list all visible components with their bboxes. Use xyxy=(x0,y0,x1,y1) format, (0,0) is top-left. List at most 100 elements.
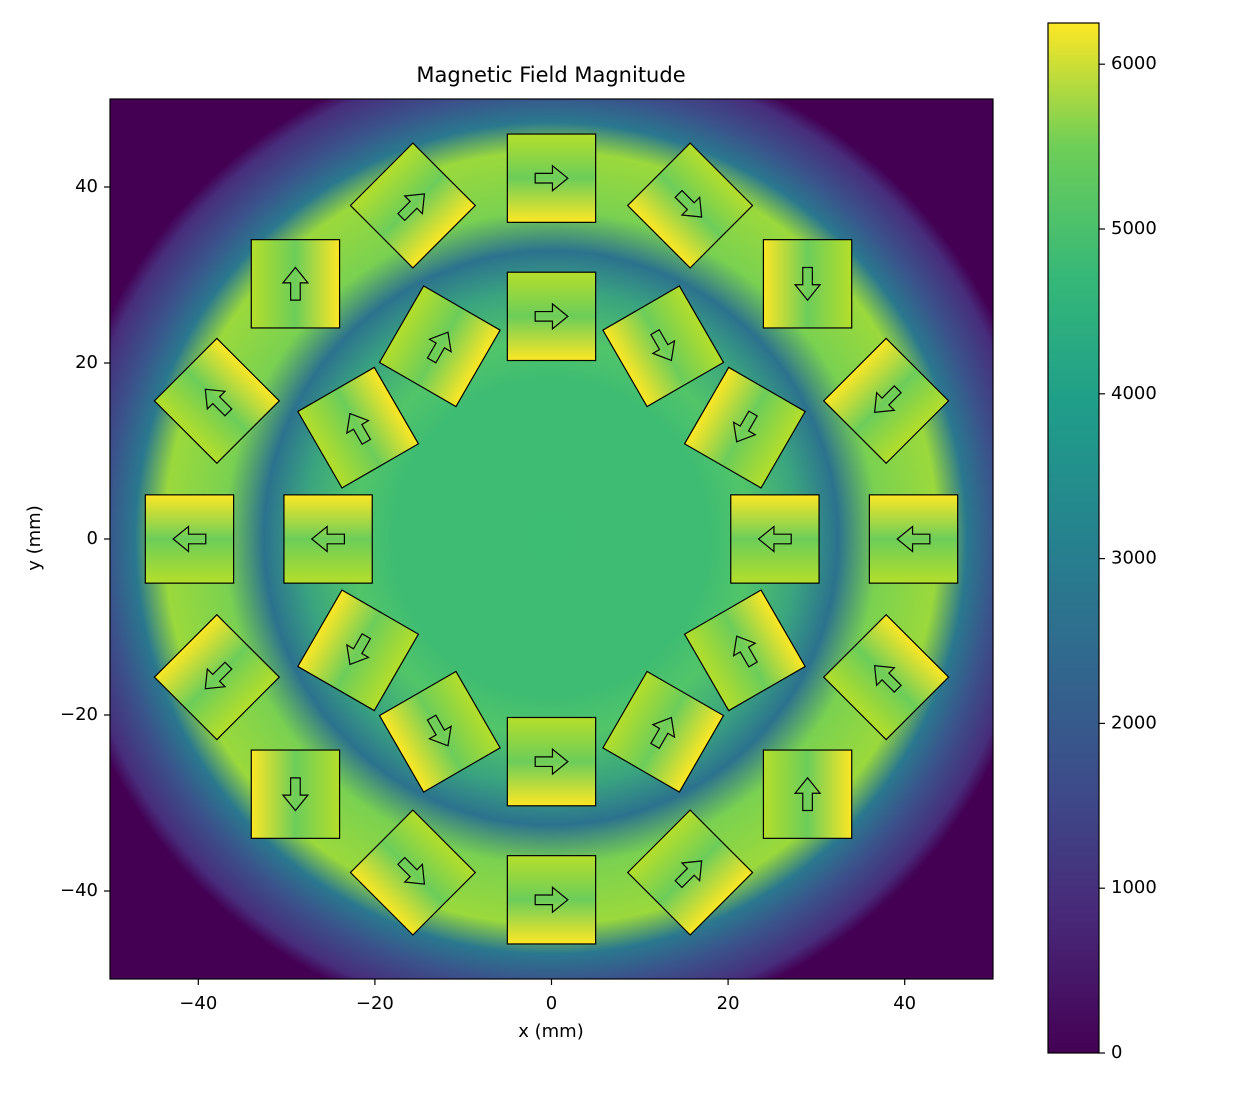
magnet xyxy=(506,855,597,945)
colorbar xyxy=(1047,22,1100,1054)
magnet xyxy=(349,809,477,936)
magnet-body xyxy=(506,133,597,223)
magnetization-arrow xyxy=(426,331,452,364)
x-tick-label: 20 xyxy=(717,993,740,1014)
magnet xyxy=(296,366,420,489)
y-tick-label: −20 xyxy=(60,704,98,725)
magnet xyxy=(762,749,853,839)
magnetization-arrow xyxy=(650,716,676,750)
magnetization-arrow xyxy=(397,856,426,885)
y-tick-label: −40 xyxy=(60,880,98,901)
magnet-body xyxy=(296,589,420,712)
y-axis-label: y (mm) xyxy=(24,505,45,571)
magnet xyxy=(153,337,281,465)
magnet-body xyxy=(822,613,950,741)
magnetization-arrow xyxy=(732,635,759,668)
magnetization-arrow xyxy=(172,525,207,553)
magnet-body xyxy=(250,239,341,329)
magnet-body xyxy=(153,337,281,465)
magnet xyxy=(626,142,754,269)
y-tick-label: 40 xyxy=(75,176,98,197)
magnet xyxy=(730,494,820,584)
magnetization-arrow xyxy=(873,664,902,693)
magnetization-arrow xyxy=(534,747,569,776)
magnet-body xyxy=(349,142,477,269)
x-axis-label: x (mm) xyxy=(518,1021,584,1042)
magnetization-arrow xyxy=(281,266,310,301)
magnet-body xyxy=(626,142,754,269)
magnetization-arrow xyxy=(426,714,452,747)
colorbar-tick-label: 1000 xyxy=(1111,877,1157,898)
magnet xyxy=(144,494,235,584)
x-tick-label: −20 xyxy=(356,993,394,1014)
magnet-body xyxy=(762,239,853,329)
magnet xyxy=(250,749,341,839)
x-tick-label: 0 xyxy=(546,993,557,1014)
magnet xyxy=(822,613,950,741)
magnetization-arrow xyxy=(534,164,569,192)
magnet-body xyxy=(602,285,725,408)
magnetization-arrow xyxy=(281,777,310,812)
magnet xyxy=(683,589,807,712)
magnet-body xyxy=(153,613,281,741)
magnetization-arrow xyxy=(793,266,822,302)
magnet xyxy=(506,716,597,807)
magnet-body xyxy=(730,494,820,584)
magnet xyxy=(283,494,373,584)
colorbar-tick-label: 5000 xyxy=(1111,218,1157,239)
y-tick-label: 20 xyxy=(75,352,98,373)
magnet-body xyxy=(506,855,597,945)
colorbar-tick-label: 0 xyxy=(1111,1042,1122,1063)
colorbar-tick-label: 2000 xyxy=(1111,712,1157,733)
magnetization-arrow xyxy=(346,632,372,666)
magnet xyxy=(378,670,501,793)
x-tick-label: −40 xyxy=(179,993,217,1014)
magnet xyxy=(349,142,477,269)
magnet-body xyxy=(506,271,597,362)
magnet-body xyxy=(683,366,807,489)
magnetization-arrow xyxy=(757,525,792,553)
magnet xyxy=(153,613,281,741)
magnetization-arrow xyxy=(793,776,822,812)
x-tick-label: 40 xyxy=(893,993,916,1014)
magnet xyxy=(602,285,725,408)
magnetization-arrow xyxy=(534,302,569,331)
magnet xyxy=(250,239,341,329)
magnet-body xyxy=(626,809,754,936)
magnet xyxy=(762,239,853,329)
magnet-body xyxy=(283,494,373,584)
magnetization-arrow xyxy=(873,385,902,414)
colorbar-tick-label: 4000 xyxy=(1111,383,1157,404)
magnet xyxy=(626,809,754,936)
magnetization-arrow xyxy=(534,886,569,914)
magnet xyxy=(868,494,959,584)
magnet-body xyxy=(378,285,501,408)
magnetization-arrow xyxy=(397,193,426,222)
colorbar-tick-label: 3000 xyxy=(1111,548,1157,569)
magnet-body xyxy=(683,589,807,712)
magnet xyxy=(378,285,501,408)
colorbar-tick-label: 6000 xyxy=(1111,53,1157,74)
magnets xyxy=(144,133,959,945)
magnetization-arrow xyxy=(674,860,703,889)
magnet xyxy=(822,337,950,465)
magnet xyxy=(296,589,420,712)
magnet-body xyxy=(250,749,341,839)
magnet-body xyxy=(506,716,597,807)
magnet-body xyxy=(868,494,959,584)
magnet-body xyxy=(349,809,477,936)
magnet-body xyxy=(296,366,420,489)
magnet xyxy=(506,133,597,223)
magnetization-arrow xyxy=(674,189,703,218)
magnetization-arrow xyxy=(650,328,676,362)
chart-title: Magnetic Field Magnitude xyxy=(416,63,685,87)
magnet xyxy=(602,670,725,793)
magnetization-arrow xyxy=(896,525,931,553)
magnetization-arrow xyxy=(204,661,233,690)
magnet xyxy=(506,271,597,362)
magnetization-arrow xyxy=(204,388,233,417)
y-tick-label: 0 xyxy=(87,528,98,549)
magnetization-arrow xyxy=(732,410,759,443)
